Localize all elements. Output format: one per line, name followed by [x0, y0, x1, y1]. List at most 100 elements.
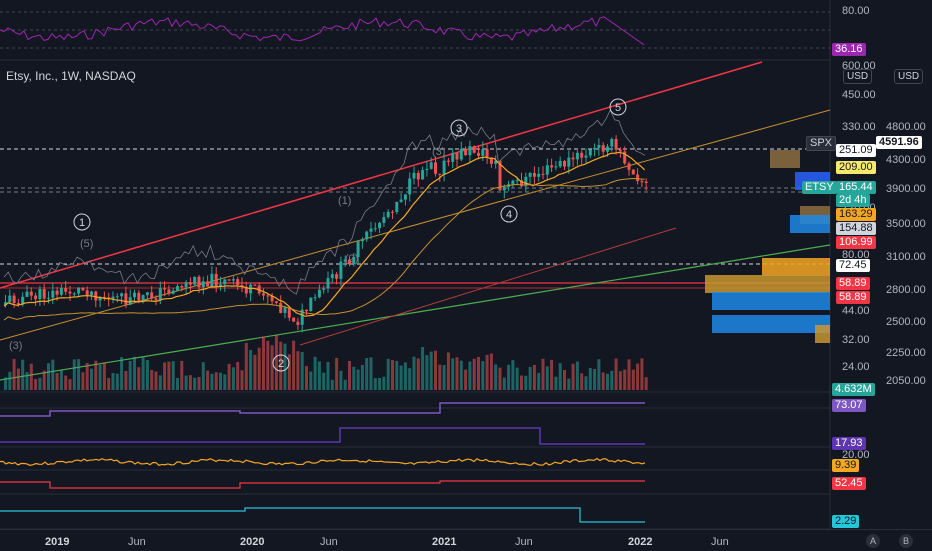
volume-bar — [231, 367, 235, 390]
price-tag-72: 72.45 — [836, 259, 870, 272]
candle-body — [627, 163, 631, 170]
candle-body — [468, 146, 472, 156]
volume-bar — [524, 375, 528, 390]
candle-body — [360, 239, 364, 242]
candle-body — [64, 288, 68, 292]
volume-bar — [623, 369, 627, 390]
candle-body — [201, 281, 205, 288]
candle-body — [515, 180, 519, 182]
volume-bar — [141, 357, 145, 390]
candle-body — [386, 211, 390, 218]
log-scale-button[interactable]: B — [899, 534, 913, 548]
time-axis[interactable]: 2019 Jun 2020 Jun 2021 Jun 2022 Jun A B — [0, 529, 932, 551]
time-axis-label: 2019 — [45, 536, 70, 548]
candle-body — [584, 155, 588, 158]
candle-body — [141, 295, 145, 303]
candle-body — [322, 288, 326, 290]
indicator-1-line — [0, 402, 645, 417]
volume-bar — [382, 376, 386, 390]
candle-body — [425, 168, 429, 171]
volume-bar — [283, 343, 287, 390]
spx-axis-tick: 2250.00 — [886, 347, 926, 359]
volume-bar — [369, 357, 373, 390]
volume-bar — [274, 335, 278, 390]
volume-profile-bar — [712, 315, 830, 333]
indicator-3-tick: 20.00 — [842, 449, 870, 461]
volume-bar — [399, 365, 403, 390]
volume-bar — [12, 358, 16, 390]
indicator-5-line — [0, 507, 645, 523]
volume-bar — [253, 354, 257, 390]
candle-body — [528, 173, 532, 177]
volume-bar — [593, 368, 597, 390]
volume-bar — [631, 369, 635, 390]
time-axis-label: Jun — [515, 536, 533, 548]
compare-symbol-tag[interactable]: SPX — [806, 136, 837, 151]
candle-body — [279, 302, 283, 313]
symbol-tag-etsy[interactable]: ETSY — [802, 181, 837, 194]
candle-body — [274, 301, 278, 303]
candle-body — [317, 289, 321, 298]
volume-bar — [395, 360, 399, 390]
symbol-title[interactable]: Etsy, Inc., 1W, NASDAQ — [6, 69, 136, 83]
volume-bar — [193, 377, 197, 390]
candle-body — [472, 146, 476, 153]
candle-body — [8, 295, 12, 303]
volume-bar — [498, 367, 502, 390]
last-price-tag: 165.44 — [836, 181, 876, 194]
indicator-4-line — [0, 480, 645, 489]
candle-body — [296, 321, 300, 325]
spx-axis-tick: 3900.00 — [886, 183, 926, 195]
volume-bar — [421, 347, 425, 390]
candle-body — [180, 286, 184, 288]
spx-axis-tick: 2800.00 — [886, 284, 926, 296]
rsi-line — [0, 16, 645, 46]
candle-body — [352, 256, 356, 265]
volume-bar — [563, 369, 566, 390]
currency-label-right[interactable]: USD — [894, 69, 924, 84]
volume-bar — [520, 375, 523, 390]
candle-body — [434, 162, 437, 174]
candle-body — [606, 146, 609, 152]
sub-wave-label: (1) — [338, 195, 351, 207]
currency-label-left[interactable]: USD — [843, 69, 873, 84]
volume-bar — [270, 345, 274, 390]
candle-body — [309, 297, 313, 312]
volume-bar — [16, 368, 20, 390]
volume-bar — [171, 361, 175, 390]
candle-body — [210, 273, 214, 287]
candle-body — [305, 309, 308, 312]
candle-body — [339, 261, 343, 279]
volume-bar — [532, 364, 536, 390]
candle-body — [330, 274, 334, 279]
volume-bar — [8, 371, 12, 390]
rsi-axis-tick: 80.00 — [842, 5, 870, 17]
volume-bar — [34, 379, 38, 390]
volume-bar — [322, 372, 326, 390]
time-axis-label: Jun — [711, 536, 729, 548]
candle-body — [29, 291, 33, 296]
volume-bar — [154, 371, 158, 390]
volume-bar — [326, 361, 330, 390]
volume-bar — [348, 361, 351, 390]
volume-bar — [4, 377, 7, 390]
volume-bar — [580, 373, 584, 390]
spx-axis-tick: 4800.00 — [886, 121, 926, 133]
candle-body — [150, 292, 154, 299]
volume-bar — [219, 372, 222, 390]
candle-body — [511, 180, 515, 185]
volume-bar — [528, 366, 532, 390]
volume-bar — [425, 355, 429, 390]
price-tag-209: 209.00 — [836, 161, 876, 174]
spx-axis-tick: 2050.00 — [886, 375, 926, 387]
price-axis-tick: 80.00 — [842, 249, 870, 261]
candle-body — [550, 165, 554, 168]
time-axis-label: Jun — [320, 536, 338, 548]
volume-bar — [575, 361, 579, 390]
price-tag-106: 106.99 — [836, 236, 876, 249]
indicator-1-value: 73.07 — [832, 399, 866, 412]
volume-bar — [601, 372, 605, 390]
indicator-4-value: 52.45 — [832, 477, 866, 490]
auto-scale-button[interactable]: A — [866, 534, 880, 548]
